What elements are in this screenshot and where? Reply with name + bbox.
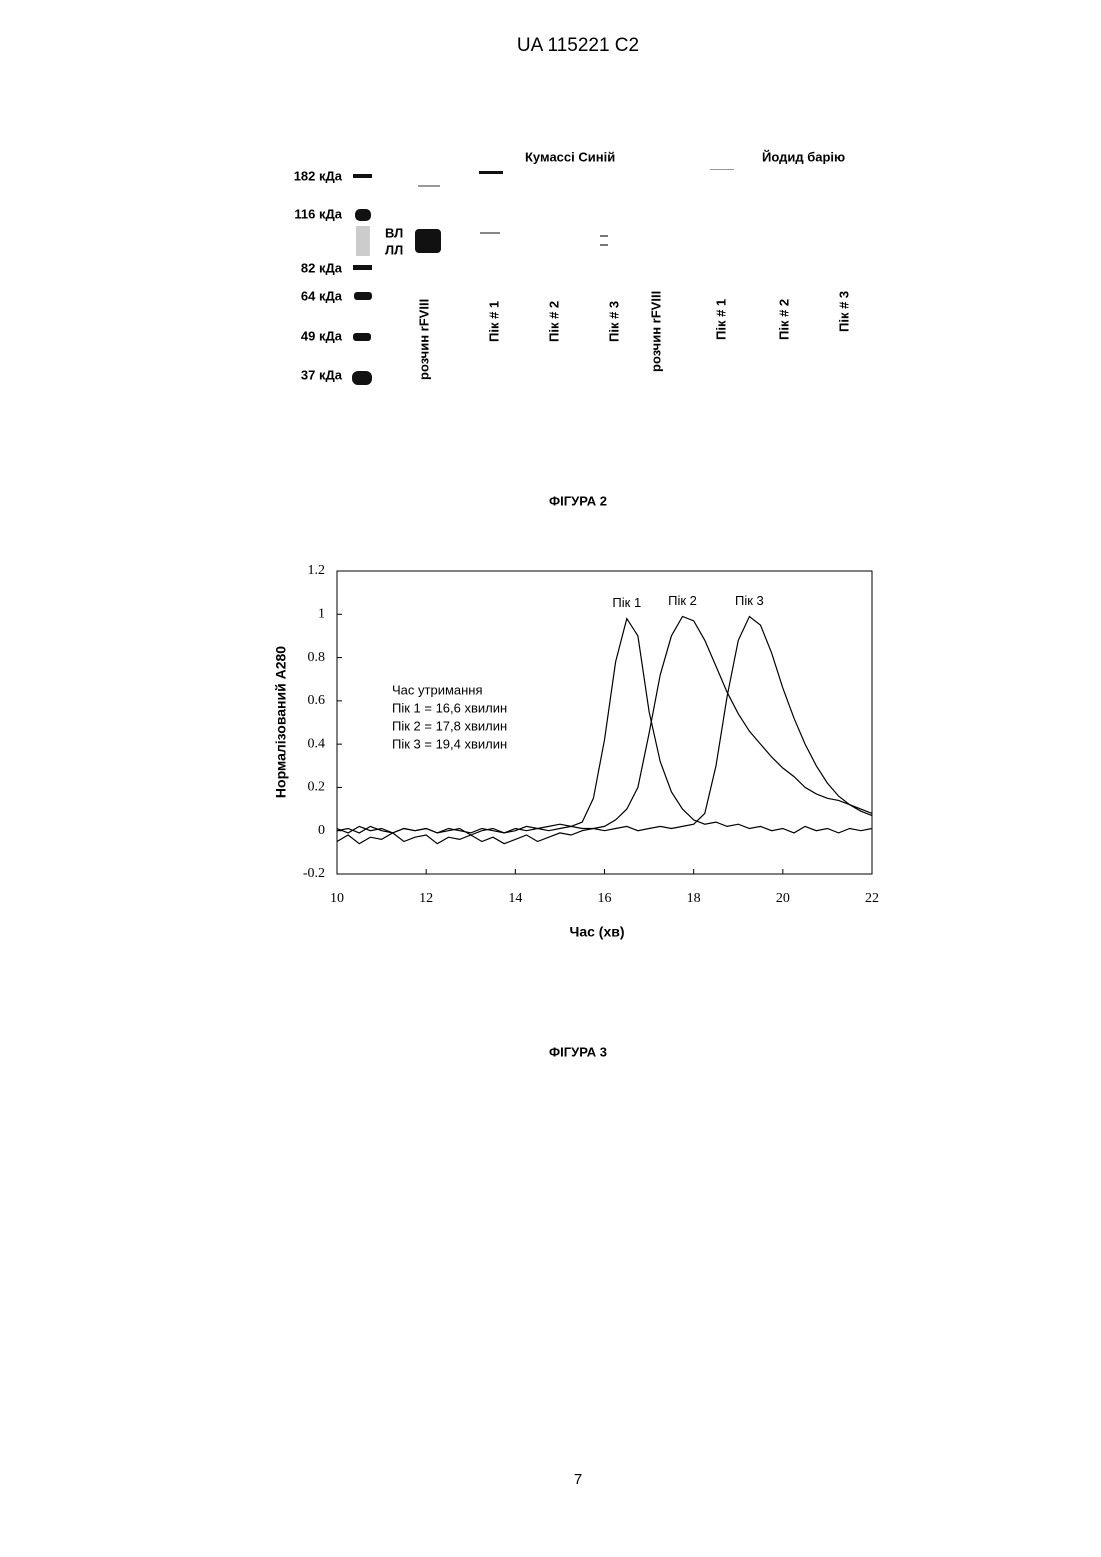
annotation: Час утримання	[392, 682, 483, 697]
band	[352, 371, 372, 385]
lane-label: Пік # 2	[546, 301, 561, 342]
band	[356, 226, 370, 256]
lane-label: Пік # 2	[776, 299, 791, 340]
band	[353, 265, 372, 270]
x-tick-label: 22	[865, 891, 879, 906]
group-label: Йодид барію	[762, 149, 845, 164]
chain-label: ВЛ	[385, 225, 403, 240]
gel	[352, 169, 734, 385]
y-tick-label: 0.6	[308, 693, 326, 708]
band	[353, 174, 372, 178]
x-tick-label: 14	[508, 891, 522, 906]
x-tick-label: 12	[419, 891, 433, 906]
header: UA 115221 C2	[517, 35, 639, 56]
group-label: Кумассі Синій	[525, 149, 615, 164]
y-axis-label: Нормалізований A280	[273, 646, 289, 798]
y-tick-label: 0	[318, 823, 325, 838]
band	[354, 292, 372, 300]
page-number: 7	[574, 1471, 582, 1488]
lane-label: Пік # 1	[713, 299, 728, 340]
marker-label: 116 кДа	[294, 206, 342, 221]
band	[355, 209, 371, 221]
marker-label: 37 кДа	[301, 367, 343, 382]
marker-label: 82 кДа	[301, 260, 343, 275]
series-label: Пік 2	[668, 593, 697, 608]
chain-label: ЛЛ	[385, 242, 403, 257]
page: UA 115221 C2 ФІГУРА 2 ФІГУРА 3 7 Кумассі…	[0, 0, 1101, 1557]
y-tick-label: 0.8	[308, 650, 326, 665]
caption: ФІГУРА 3	[549, 1044, 607, 1059]
band	[600, 244, 608, 246]
band	[480, 232, 500, 234]
x-tick-label: 20	[776, 891, 790, 906]
marker-label: 49 кДа	[301, 328, 343, 343]
annotation: Пік 3 = 19,4 хвилин	[392, 736, 507, 751]
band	[710, 169, 734, 170]
x-tick-label: 18	[687, 891, 701, 906]
y-tick-label: 1.2	[308, 563, 326, 578]
document: UA 115221 C2 ФІГУРА 2 ФІГУРА 3 7 Кумассі…	[0, 0, 1101, 1557]
y-tick-label: -0.2	[303, 866, 325, 881]
band	[415, 229, 441, 253]
caption: ФІГУРА 2	[549, 493, 607, 508]
y-tick-label: 0.2	[308, 780, 326, 795]
lane-label: розчин rFVIII	[648, 291, 663, 372]
band	[418, 185, 440, 187]
annotation: Пік 1 = 16,6 хвилин	[392, 700, 507, 715]
band	[353, 333, 371, 341]
series-label: Пік 1	[612, 595, 641, 610]
annotation: Пік 2 = 17,8 хвилин	[392, 718, 507, 733]
series-label: Пік 3	[735, 593, 764, 608]
x-tick-label: 16	[598, 891, 612, 906]
lane-label: розчин rFVIII	[416, 299, 431, 380]
marker-label: 182 кДа	[294, 168, 343, 183]
x-tick-label: 10	[330, 891, 344, 906]
y-tick-label: 0.4	[308, 736, 326, 751]
lane-label: Пік # 1	[486, 301, 501, 342]
marker-label: 64 кДа	[301, 288, 343, 303]
lane-label: Пік # 3	[606, 301, 621, 342]
band	[600, 235, 608, 237]
band	[479, 171, 503, 174]
lane-label: Пік # 3	[836, 291, 851, 332]
x-axis-label: Час (хв)	[569, 924, 624, 940]
y-tick-label: 1	[318, 607, 325, 622]
